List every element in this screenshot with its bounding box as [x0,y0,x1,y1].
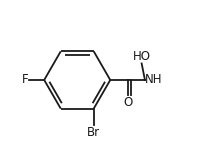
Text: F: F [21,73,28,86]
Text: HO: HO [133,50,151,63]
Text: NH: NH [145,73,163,86]
Text: O: O [124,96,133,109]
Text: Br: Br [87,126,100,139]
